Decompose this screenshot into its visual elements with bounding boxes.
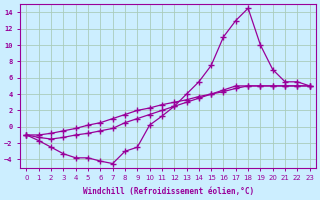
X-axis label: Windchill (Refroidissement éolien,°C): Windchill (Refroidissement éolien,°C): [83, 187, 254, 196]
